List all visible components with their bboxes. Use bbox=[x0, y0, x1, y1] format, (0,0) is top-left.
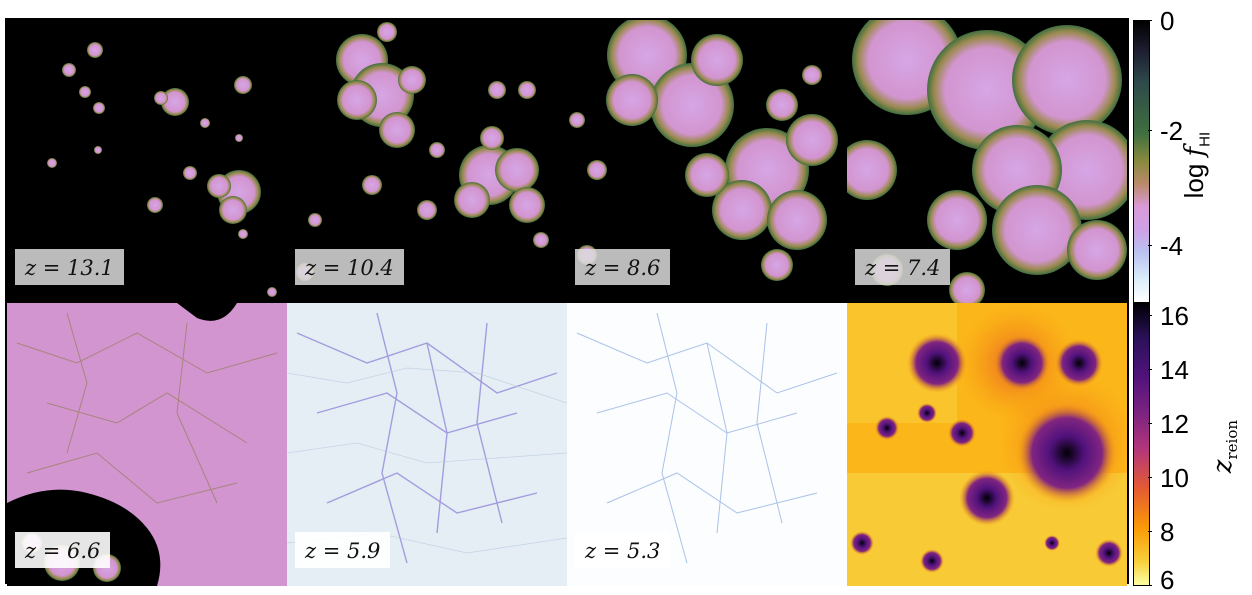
panel-z6-6: z = 6.6 bbox=[7, 303, 287, 586]
colorbar-fhi-tick: -4 bbox=[1160, 231, 1184, 261]
redshift-label: z = 8.6 bbox=[575, 249, 671, 285]
colorbar-zreion-label-var: z bbox=[1208, 459, 1239, 474]
panel-zreion-map bbox=[847, 303, 1127, 586]
colorbar-zreion-tickmark bbox=[1148, 315, 1152, 316]
redshift-label: z = 13.1 bbox=[15, 249, 124, 285]
colorbar-fhi-tickmark bbox=[1148, 130, 1152, 131]
colorbar-zreion bbox=[1133, 303, 1150, 586]
panel-z13-1: z = 13.1 bbox=[7, 20, 287, 303]
redshift-label: z = 7.4 bbox=[855, 249, 951, 285]
colorbar-zreion-tick: 8 bbox=[1160, 517, 1175, 547]
panel-z5-3: z = 5.3 bbox=[567, 303, 847, 586]
colorbar-fhi-tick: -2 bbox=[1160, 116, 1184, 146]
redshift-label: z = 5.3 bbox=[575, 532, 671, 568]
colorbar-fhi-tickmark bbox=[1148, 20, 1152, 21]
colorbar-zreion-tick: 10 bbox=[1160, 463, 1189, 493]
panel-z8-6: z = 8.6 bbox=[567, 20, 847, 303]
colorbar-fhi-label-prefix: log bbox=[1179, 156, 1210, 199]
colorbar-zreion-tickmark bbox=[1148, 423, 1152, 424]
redshift-label: z = 6.6 bbox=[15, 532, 111, 568]
redshift-label: z = 10.4 bbox=[295, 249, 404, 285]
panel-z5-9: z = 5.9 bbox=[287, 303, 567, 586]
colorbar-zreion-tickmark bbox=[1148, 531, 1152, 532]
colorbar-zreion-tick: 12 bbox=[1160, 409, 1189, 439]
figure-grid: z = 13.1 z = 10.4 bbox=[5, 18, 1129, 586]
colorbar-zreion-tickmark bbox=[1148, 585, 1152, 586]
colorbar-fhi-label-sub: HI bbox=[1196, 131, 1214, 147]
colorbar-zreion-tick: 6 bbox=[1160, 565, 1175, 595]
colorbar-fhi-tickmark bbox=[1148, 245, 1152, 246]
colorbar-fhi-tick: 0 bbox=[1160, 6, 1175, 36]
colorbar-zreion-tickmark bbox=[1148, 369, 1152, 370]
panel-z7-4: z = 7.4 bbox=[847, 20, 1127, 303]
colorbar-fhi bbox=[1133, 20, 1150, 303]
colorbar-zreion-tick: 16 bbox=[1160, 301, 1189, 331]
colorbar-zreion-tickmark bbox=[1148, 477, 1152, 478]
panel-z10-4: z = 10.4 bbox=[287, 20, 567, 303]
colorbar-zreion-tick: 14 bbox=[1160, 355, 1189, 385]
colorbar-fhi-label: log fHI bbox=[1179, 132, 1213, 199]
colorbar-fhi-label-var: f bbox=[1180, 146, 1211, 157]
redshift-label: z = 5.9 bbox=[295, 532, 391, 568]
colorbar-zreion-label-sub: reion bbox=[1223, 419, 1242, 460]
colorbar-zreion-label: zreion bbox=[1208, 420, 1241, 473]
